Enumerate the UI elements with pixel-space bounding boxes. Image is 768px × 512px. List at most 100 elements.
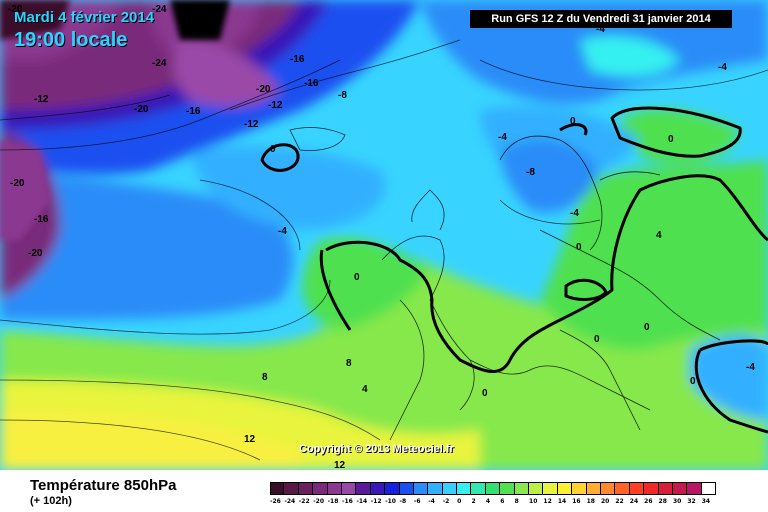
isotherm-label: 0	[690, 376, 696, 387]
legend-label: -8	[399, 498, 407, 505]
legend-swatch: 20	[600, 482, 616, 505]
legend-color	[471, 482, 486, 495]
forecast-time: 19:00 locale	[14, 29, 128, 51]
legend-label: 10	[529, 498, 538, 505]
legend-color	[644, 482, 659, 495]
legend-swatch: -10	[385, 482, 400, 505]
legend-swatch: 34	[701, 482, 717, 505]
isotherm-label: 12	[244, 434, 256, 445]
legend-color	[557, 482, 573, 495]
isotherm-label: 4	[362, 384, 368, 395]
legend-swatch: 6	[500, 482, 515, 505]
legend-swatch: -8	[399, 482, 414, 505]
legend-label: -10	[385, 498, 396, 505]
isotherm-label: 0	[270, 144, 276, 155]
isotherm-label: 0	[644, 322, 650, 333]
legend-label: -6	[413, 498, 421, 505]
legend-color	[399, 482, 414, 495]
legend-swatch: 4	[485, 482, 501, 505]
legend-color	[385, 482, 400, 495]
legend-swatch: 26	[644, 482, 659, 505]
legend-label: 34	[701, 498, 711, 505]
legend-label: -20	[313, 498, 325, 505]
legend-color	[529, 482, 544, 495]
legend-swatch: 24	[629, 482, 645, 505]
legend-label: 32	[687, 498, 696, 505]
isotherm-label: -24	[152, 4, 167, 15]
isotherm-label: -20	[10, 178, 25, 189]
isotherm-label: 0	[594, 334, 600, 345]
legend-color	[413, 482, 429, 495]
legend-color	[284, 482, 299, 495]
legend-color	[270, 482, 285, 495]
isotherm-label: -20	[28, 248, 43, 259]
legend-label: -2	[442, 498, 450, 505]
legend-label: -22	[298, 498, 310, 505]
legend-color	[298, 482, 314, 495]
legend-label: -16	[341, 498, 353, 505]
legend-label: -24	[284, 498, 296, 505]
legend-label: 0	[457, 498, 462, 505]
legend-label: 8	[514, 498, 519, 505]
legend-swatch: 28	[658, 482, 673, 505]
forecast-date: Mardi 4 février 2014	[14, 9, 155, 26]
legend-swatch: -22	[298, 482, 314, 505]
isotherm-label: -16	[290, 54, 305, 65]
legend-swatch: 2	[471, 482, 486, 505]
legend-swatch: 32	[687, 482, 702, 505]
legend-label: 18	[586, 498, 595, 505]
legend-swatch: -2	[442, 482, 458, 505]
isotherm-label: 12	[334, 460, 346, 470]
isotherm-label: -8	[526, 167, 535, 178]
legend-color	[442, 482, 458, 495]
legend-swatch: 16	[572, 482, 587, 505]
legend-color	[313, 482, 328, 495]
legend-label: 24	[629, 498, 639, 505]
legend-label: -14	[356, 498, 368, 505]
legend-swatch: -6	[413, 482, 429, 505]
isotherm-label: -4	[278, 226, 287, 237]
isotherm-label: -4	[570, 208, 579, 219]
legend-swatch: -14	[356, 482, 371, 505]
isotherm-label: -4	[596, 24, 605, 35]
color-scale-legend: -26 -24 -22 -20 -18 -16 -14 -12 -10 -8 -6 -4 -2 0 2 4 6 8…	[270, 482, 717, 505]
isotherm-label: -20	[134, 104, 149, 115]
isotherm-label: -4	[746, 362, 755, 373]
legend-swatch: 30	[672, 482, 688, 505]
legend-label: 14	[557, 498, 567, 505]
legend-color	[428, 482, 443, 495]
legend-label: 26	[644, 498, 653, 505]
legend-swatch: 8	[514, 482, 530, 505]
legend-color	[629, 482, 645, 495]
legend-swatch: -18	[327, 482, 342, 505]
legend-color	[500, 482, 515, 495]
isotherm-label: 8	[262, 372, 268, 383]
legend-label: 22	[615, 498, 624, 505]
isotherm-label: -20	[256, 84, 271, 95]
legend-swatch: 12	[543, 482, 558, 505]
legend-color	[457, 482, 472, 495]
legend-label: 12	[543, 498, 552, 505]
legend-color	[341, 482, 357, 495]
legend-color	[543, 482, 558, 495]
legend-color	[327, 482, 342, 495]
isotherm-label: 4	[656, 230, 662, 241]
legend-label: 28	[658, 498, 667, 505]
legend-swatch: 0	[457, 482, 472, 505]
legend-swatch: -16	[341, 482, 357, 505]
temperature-map: -20 -24 -24 -16 -16 -12 -20 -20 -12 -16 -8 -12 -4 0 -4…	[0, 0, 768, 470]
temperature-field: -20 -24 -24 -16 -16 -12 -20 -20 -12 -16 -8 -12 -4 0 -4…	[0, 0, 768, 470]
isotherm-label: -8	[338, 90, 347, 101]
isotherm-label: -20	[8, 4, 23, 15]
legend-color	[658, 482, 673, 495]
legend-color	[514, 482, 530, 495]
legend-color	[687, 482, 702, 495]
footer-bar: Température 850hPa (+ 102h) -26 -24 -22 -20…	[0, 470, 768, 512]
isotherm-label: -4	[498, 132, 507, 143]
legend-label: -12	[370, 498, 382, 505]
forecast-lead: (+ 102h)	[30, 495, 72, 507]
isotherm-label: -12	[34, 94, 49, 105]
legend-swatch: -24	[284, 482, 299, 505]
legend-label: 20	[600, 498, 610, 505]
legend-color	[701, 482, 717, 495]
